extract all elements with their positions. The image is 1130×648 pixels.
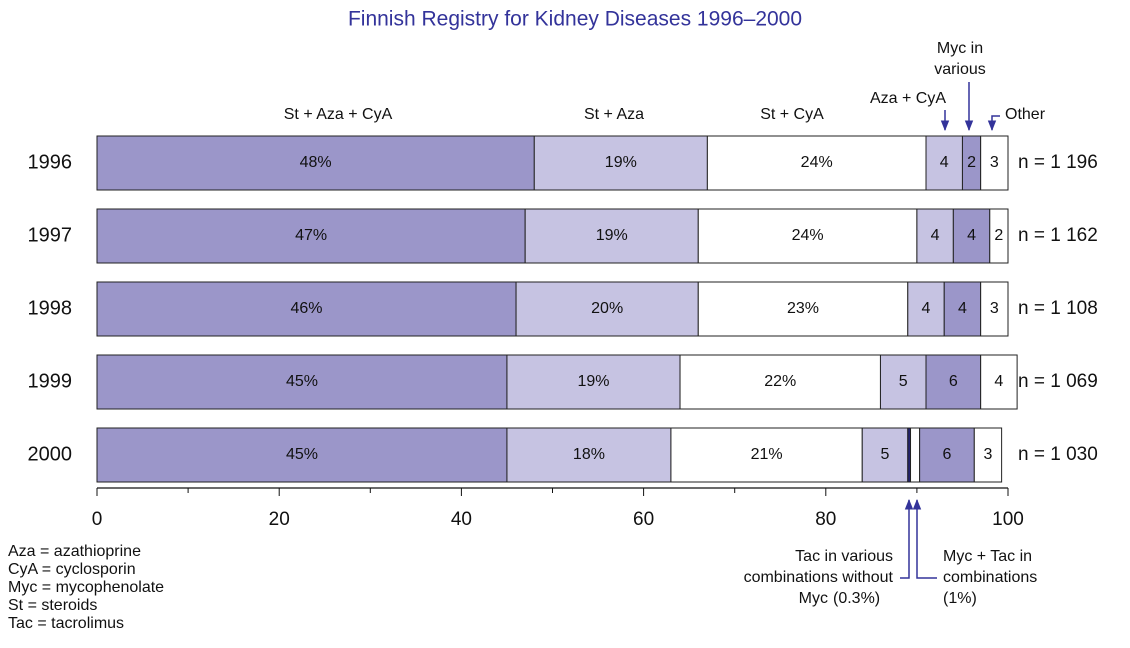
bar-segment bbox=[952, 208, 991, 264]
footnote: Tac = tacrolimus bbox=[8, 615, 124, 632]
data-label: 4 bbox=[994, 373, 1003, 390]
series-label: St + Aza + CyA bbox=[284, 106, 393, 123]
data-label: 5 bbox=[881, 446, 890, 463]
bar-segment bbox=[989, 208, 1009, 264]
series-label: St + CyA bbox=[760, 106, 824, 123]
data-label: 24% bbox=[801, 154, 833, 171]
data-label: 24% bbox=[792, 227, 824, 244]
series-label: Other bbox=[1005, 106, 1046, 123]
data-label: 4 bbox=[958, 300, 967, 317]
bar-segment bbox=[980, 135, 1009, 191]
bar-segment bbox=[925, 354, 982, 410]
chart-title: Finnish Registry for Kidney Diseases 199… bbox=[348, 8, 802, 31]
bar-segment bbox=[515, 281, 699, 337]
data-label: 4 bbox=[967, 227, 976, 244]
series-label: Myc + Tac in combinations bbox=[943, 548, 1037, 586]
data-label: 6 bbox=[943, 446, 952, 463]
footnote: St = steroids bbox=[8, 597, 97, 614]
bar-segment bbox=[96, 135, 535, 191]
bar-segment bbox=[670, 427, 863, 483]
y-tick-label: 1996 bbox=[28, 151, 73, 173]
row-label: n = 1 108 bbox=[1018, 298, 1098, 319]
row-label: n = 1 196 bbox=[1018, 152, 1098, 173]
y-tick-label: 2000 bbox=[28, 443, 73, 465]
data-label: 4 bbox=[931, 227, 940, 244]
series-label: Myc in various bbox=[934, 40, 986, 78]
data-label: 46% bbox=[291, 300, 323, 317]
data-label: 19% bbox=[577, 373, 609, 390]
bar-segment bbox=[96, 354, 508, 410]
data-label: (1%) bbox=[943, 590, 977, 607]
bar-segment bbox=[697, 281, 909, 337]
bar-segment bbox=[973, 427, 1003, 483]
data-label: 18% bbox=[573, 446, 605, 463]
series-label: St + Aza bbox=[584, 106, 644, 123]
bar-segment bbox=[96, 281, 517, 337]
data-label: 45% bbox=[286, 446, 318, 463]
series-label: Tac in various combinations without Myc bbox=[744, 548, 894, 607]
x-tick-label: 40 bbox=[451, 509, 472, 530]
row-label: n = 1 030 bbox=[1018, 444, 1098, 465]
bar-segment bbox=[943, 281, 982, 337]
bar-segment bbox=[861, 427, 909, 483]
data-label: 3 bbox=[990, 154, 999, 171]
bar-segment bbox=[706, 135, 927, 191]
bar-segment bbox=[506, 354, 681, 410]
bar-segment bbox=[697, 208, 918, 264]
x-tick-label: 100 bbox=[992, 509, 1024, 530]
data-label: 23% bbox=[787, 300, 819, 317]
data-label: 4 bbox=[922, 300, 931, 317]
x-tick-label: 0 bbox=[92, 509, 103, 530]
data-label: 19% bbox=[605, 154, 637, 171]
bar-segment bbox=[907, 281, 945, 337]
series-label: Aza + CyA bbox=[870, 90, 946, 107]
bar-segment bbox=[96, 427, 508, 483]
row-label: n = 1 162 bbox=[1018, 225, 1098, 246]
bar-segment bbox=[506, 427, 672, 483]
footnote: Myc = mycophenolate bbox=[8, 579, 164, 596]
data-label: 5 bbox=[899, 373, 908, 390]
bar-segment bbox=[980, 354, 1018, 410]
data-label: 4 bbox=[940, 154, 949, 171]
bar-segment bbox=[533, 135, 708, 191]
x-tick-label: 60 bbox=[633, 509, 654, 530]
x-tick-label: 80 bbox=[815, 509, 836, 530]
arrows bbox=[900, 82, 1000, 579]
data-label: 6 bbox=[949, 373, 958, 390]
data-label: 3 bbox=[984, 446, 993, 463]
footnote: Aza = azathioprine bbox=[8, 543, 141, 560]
y-tick-label: 1998 bbox=[28, 297, 73, 319]
data-label: 48% bbox=[300, 154, 332, 171]
data-label: 2 bbox=[967, 154, 976, 171]
data-label: 22% bbox=[764, 373, 796, 390]
bar-segment bbox=[96, 208, 526, 264]
data-label: (0.3%) bbox=[833, 590, 880, 607]
data-label: 2 bbox=[994, 227, 1003, 244]
data-label: 19% bbox=[596, 227, 628, 244]
y-tick-label: 1999 bbox=[28, 370, 73, 392]
row-label: n = 1 069 bbox=[1018, 371, 1098, 392]
data-label: 21% bbox=[751, 446, 783, 463]
data-label: 3 bbox=[990, 300, 999, 317]
x-tick-label: 20 bbox=[269, 509, 290, 530]
bar-segment bbox=[980, 281, 1009, 337]
data-label: 45% bbox=[286, 373, 318, 390]
footnote: CyA = cyclosporin bbox=[8, 561, 136, 578]
y-tick-label: 1997 bbox=[28, 224, 73, 246]
bar-segment bbox=[910, 427, 921, 483]
data-label: 20% bbox=[591, 300, 623, 317]
data-label: 47% bbox=[295, 227, 327, 244]
